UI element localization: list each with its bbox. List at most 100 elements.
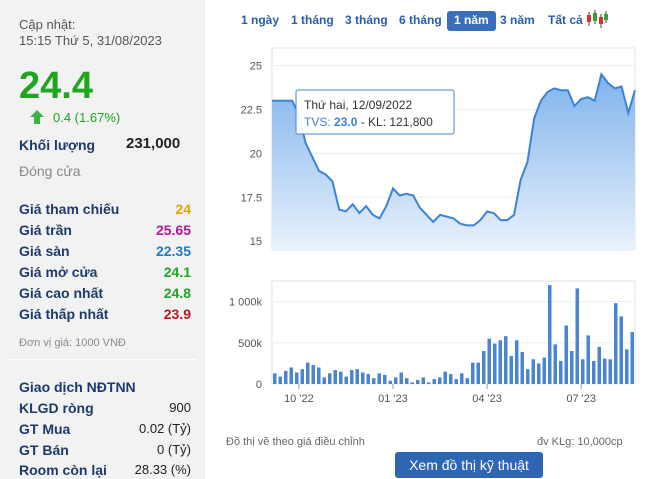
volume-bar — [586, 335, 590, 384]
chart-note-adjusted: Đồ thị vẽ theo giá điều chỉnh — [226, 436, 365, 448]
foreign-row-buy-value: GT Mua 0.02 (Tỷ) — [19, 421, 191, 441]
volume-bar — [361, 372, 365, 384]
price-value: 24.1 — [163, 264, 191, 280]
volume-bar — [454, 379, 458, 384]
volume-gridlines — [271, 280, 636, 385]
price-row-high: Giá cao nhất 24.8 — [19, 285, 191, 305]
update-time: 15:15 Thứ 5, 31/08/2023 — [19, 33, 162, 48]
volume-bar — [333, 370, 337, 384]
price-value: 24 — [175, 201, 191, 217]
volume-bar — [493, 343, 497, 384]
tab-all[interactable]: Tất cả — [548, 13, 583, 27]
tooltip-suffix: - KL: 121,800 — [357, 115, 433, 129]
tab-3-months[interactable]: 3 tháng — [345, 13, 388, 27]
tooltip-date: Thứ hai, 12/09/2022 — [304, 98, 412, 112]
price-value: 22.35 — [155, 243, 191, 259]
volume-bar — [394, 377, 398, 384]
volume-bar — [438, 377, 442, 384]
volume-bar — [504, 336, 508, 384]
volume-bar — [372, 378, 376, 384]
price-area — [272, 74, 635, 250]
tab-1-month[interactable]: 1 tháng — [291, 13, 334, 27]
price-label: Giá thấp nhất — [19, 306, 109, 322]
volume-bar — [564, 325, 568, 384]
foreign-value: 0 (Tỷ) — [157, 442, 191, 457]
price-tick-label: 20 — [250, 148, 262, 160]
price-y-axis: 15 17.5 20 22.5 25 — [241, 61, 262, 249]
foreign-label: Room còn lại — [19, 462, 107, 478]
market-status: Đóng cửa — [19, 163, 81, 179]
volume-bar — [553, 344, 557, 384]
volume-value: 231,000 — [126, 135, 181, 152]
volume-bar — [482, 351, 486, 384]
volume-bar — [416, 379, 420, 384]
foreign-value: 28.33 (%) — [134, 462, 191, 477]
volume-bar — [460, 373, 464, 384]
price-value: 24.8 — [163, 285, 191, 301]
current-price: 24.4 — [19, 65, 93, 107]
volume-bar — [443, 371, 447, 384]
volume-bar — [350, 370, 354, 384]
volume-bar — [509, 356, 513, 384]
volume-bar — [317, 367, 321, 384]
price-row-open: Giá mở cửa 24.1 — [19, 264, 191, 284]
volume-bar — [498, 340, 502, 384]
tab-6-months[interactable]: 6 tháng — [399, 13, 442, 27]
price-row-low: Giá thấp nhất 23.9 — [19, 306, 191, 326]
volume-bar — [399, 372, 403, 384]
volume-bar — [515, 340, 519, 384]
volume-label: Khối lượng — [19, 137, 96, 153]
volume-y-axis: 0 500k 1 000k — [229, 297, 263, 391]
tab-1-year[interactable]: 1 năm — [447, 11, 496, 31]
foreign-row-room-remaining: Room còn lại 28.33 (%) — [19, 462, 191, 479]
price-volume-chart[interactable]: 15 17.5 20 22.5 25 0 500k 1 000k 10 '22 01 '23 0… — [222, 38, 660, 438]
price-tick-label: 22.5 — [241, 104, 262, 116]
price-label: Giá trần — [19, 222, 72, 238]
candlestick-icon[interactable] — [585, 9, 609, 29]
volume-bar — [603, 358, 607, 384]
volume-tick-label: 0 — [256, 379, 262, 391]
tab-1-day[interactable]: 1 ngày — [241, 13, 280, 27]
foreign-trading-title: Giao dịch NĐTNN — [19, 379, 136, 395]
volume-bar — [575, 288, 579, 384]
price-value: 25.65 — [155, 222, 191, 238]
volume-bar — [487, 338, 491, 384]
volume-bar — [427, 382, 431, 384]
volume-bar — [377, 373, 381, 384]
volume-bar — [630, 332, 634, 384]
x-tick-label: 01 '23 — [378, 393, 408, 405]
volume-bar — [339, 371, 343, 384]
volume-bar — [405, 378, 409, 384]
foreign-label: GT Bán — [19, 442, 69, 458]
foreign-row-net-volume: KLGD ròng 900 — [19, 400, 191, 420]
volume-bar — [570, 351, 574, 384]
volume-bar — [592, 360, 596, 384]
price-label: Giá cao nhất — [19, 285, 104, 301]
price-label: Giá tham chiếu — [19, 201, 120, 217]
arrow-up-icon — [30, 110, 44, 124]
volume-bar — [542, 357, 546, 384]
tab-3-years[interactable]: 3 năm — [500, 13, 535, 27]
volume-bar — [537, 363, 541, 384]
price-change: 0.4 (1.67%) — [53, 109, 121, 125]
price-change-row: 0.4 (1.67%) — [30, 109, 120, 125]
date-x-axis: 10 '22 01 '23 04 '23 07 '23 — [284, 384, 596, 405]
foreign-value: 900 — [169, 400, 191, 415]
chart-note-volume-unit: đv KLg: 10,000cp — [537, 436, 623, 448]
foreign-label: KLGD ròng — [19, 400, 94, 416]
price-value: 23.9 — [163, 306, 191, 322]
tooltip-price: 23.0 — [334, 115, 358, 129]
technical-chart-button[interactable]: Xem đồ thị kỹ thuật — [395, 452, 543, 478]
price-label: Giá mở cửa — [19, 264, 98, 280]
volume-bar — [300, 369, 304, 384]
volume-bar — [476, 362, 480, 384]
volume-bars — [273, 285, 634, 384]
volume-bar — [278, 376, 282, 384]
volume-bar — [619, 316, 623, 384]
x-tick-label: 10 '22 — [284, 393, 314, 405]
volume-bar — [284, 370, 288, 384]
volume-tick-label: 500k — [238, 338, 262, 350]
volume-bar — [289, 367, 293, 384]
volume-bar — [322, 377, 326, 384]
foreign-row-sell-value: GT Bán 0 (Tỷ) — [19, 442, 191, 462]
